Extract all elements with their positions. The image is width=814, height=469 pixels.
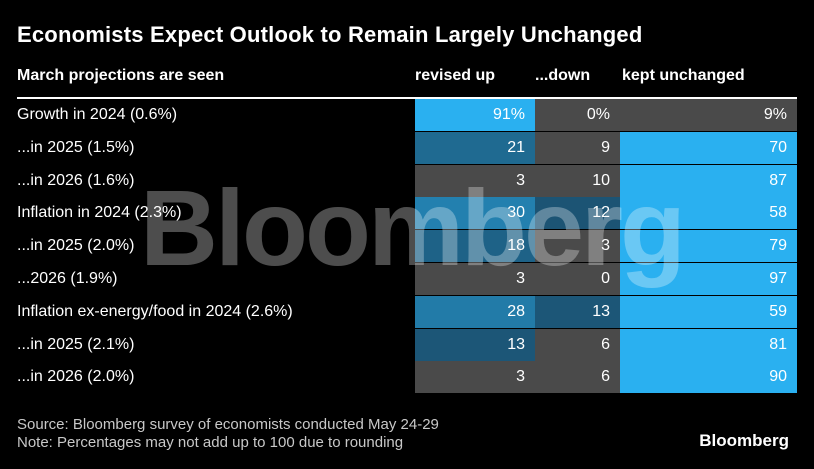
- table-row: ...in 2025 (1.5%) 21 9 70: [0, 131, 814, 164]
- row-label: ...in 2025 (1.5%): [17, 138, 135, 156]
- kept-unchanged-cell: 81: [620, 328, 797, 361]
- kept-unchanged-header: kept unchanged: [622, 67, 745, 84]
- kept-unchanged-cell: 90: [620, 361, 797, 394]
- revised-down-cell: 0: [535, 263, 620, 295]
- row-label: Growth in 2024 (0.6%): [17, 106, 178, 123]
- row-label: Inflation ex-energy/food in 2024 (2.6%): [17, 302, 293, 320]
- revised-up-cell: 3: [415, 361, 535, 394]
- revised-up-cell: 3: [415, 263, 535, 295]
- table-row: ...in 2025 (2.0%) 18 3 79: [0, 230, 814, 263]
- row-label: Inflation in 2024 (2.3%): [17, 204, 182, 222]
- table-row: ...in 2026 (2.0%) 3 6 90: [0, 361, 814, 394]
- revised-up-cell: 18: [415, 230, 535, 263]
- kept-unchanged-cell: 58: [620, 197, 797, 230]
- revised-down-cell: 0%: [535, 99, 620, 131]
- kept-unchanged-cell: 70: [620, 131, 797, 164]
- revised-up-cell: 30: [415, 197, 535, 230]
- table-row: Inflation ex-energy/food in 2024 (2.6%) 2…: [0, 295, 814, 328]
- revised-up-cell: 13: [415, 328, 535, 361]
- table-row: ...in 2026 (1.6%) 3 10 87: [0, 164, 814, 197]
- revised-down-cell: 10: [535, 164, 620, 197]
- row-label: ...in 2026 (1.6%): [17, 171, 135, 189]
- table-row: Inflation in 2024 (2.3%) 30 12 58: [0, 197, 814, 230]
- revised-down-cell: 12: [535, 197, 620, 230]
- revised-up-cell: 28: [415, 295, 535, 328]
- revised-down-cell: 6: [535, 328, 620, 361]
- row-label: ...in 2026 (2.0%): [17, 368, 135, 386]
- chart-title: Economists Expect Outlook to Remain Larg…: [17, 22, 643, 47]
- revised-up-cell: 91%: [415, 99, 535, 131]
- revised-down-cell: 3: [535, 230, 620, 263]
- row-label: ...2026 (1.9%): [17, 270, 118, 287]
- source-note: Source: Bloomberg survey of economists c…: [17, 416, 439, 433]
- header-divider: [17, 97, 797, 99]
- kept-unchanged-cell: 87: [620, 164, 797, 197]
- table-row: ...2026 (1.9%) 3 0 97: [0, 263, 814, 295]
- kept-unchanged-cell: 79: [620, 230, 797, 263]
- revised-down-cell: 13: [535, 295, 620, 328]
- revised-up-header: revised up: [415, 67, 496, 84]
- revised-down-cell: 9: [535, 131, 620, 164]
- kept-unchanged-cell: 97: [620, 263, 797, 295]
- bloomberg-logo: Bloomberg: [699, 431, 789, 450]
- kept-unchanged-cell: 9%: [620, 99, 797, 131]
- revised-down-cell: 6: [535, 361, 620, 394]
- row-label: ...in 2025 (2.0%): [17, 237, 135, 255]
- revised-up-cell: 21: [415, 131, 535, 164]
- rounding-note: Note: Percentages may not add up to 100 …: [17, 434, 404, 451]
- revised-up-cell: 3: [415, 164, 535, 197]
- row-label: ...in 2025 (2.1%): [17, 335, 135, 353]
- table-row: Growth in 2024 (0.6%) 91% 0% 9%: [0, 99, 814, 131]
- table-row: ...in 2025 (2.1%) 13 6 81: [0, 328, 814, 361]
- row-label-header: March projections are seen: [17, 67, 225, 84]
- kept-unchanged-cell: 59: [620, 295, 797, 328]
- revised-down-header: ...down: [535, 67, 591, 84]
